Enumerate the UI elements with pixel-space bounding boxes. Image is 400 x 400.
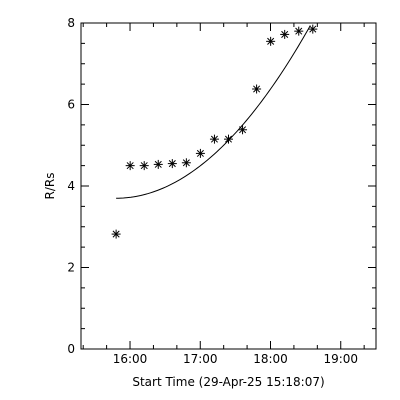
data-point [252,84,262,94]
data-point [238,125,248,135]
data-point [195,148,205,158]
data-point [294,26,304,36]
x-tick-label: 17:00 [183,352,218,366]
plot-frame [80,22,377,350]
y-tick-label: 8 [67,16,75,30]
data-point [111,229,121,239]
fit-curve [116,25,311,199]
data-point [139,161,149,171]
y-axis-label: R/Rs [43,173,57,200]
tick-marks [81,22,376,350]
data-point [280,29,290,39]
data-point [209,134,219,144]
data-point [308,24,318,34]
tick-labels: 16:00 17:00 18:00 19:00 0 2 4 6 8 [67,16,358,366]
x-tick-label: 18:00 [253,352,288,366]
y-tick-label: 6 [67,98,75,112]
data-point [153,159,163,169]
x-tick-label: 16:00 [113,352,148,366]
x-tick-label: 19:00 [323,352,358,366]
y-tick-label: 2 [67,261,75,275]
y-tick-label: 0 [67,342,75,356]
data-point [224,134,233,144]
data-point [181,158,191,168]
data-point [167,159,177,169]
data-point [125,161,135,171]
x-axis-label: Start Time (29-Apr-25 15:18:07) [132,375,324,389]
data-point [266,36,276,46]
data-points-layer [111,24,318,239]
fit-curve-layer [116,25,311,199]
y-tick-label: 4 [67,179,75,193]
